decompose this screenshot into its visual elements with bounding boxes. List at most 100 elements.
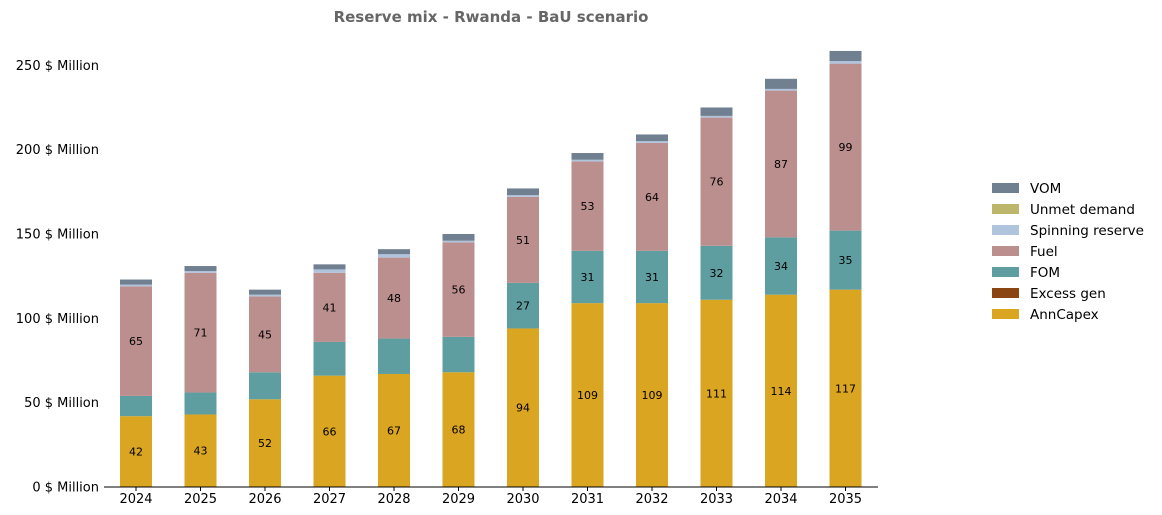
data-label: 41	[323, 301, 337, 314]
bar-stack-2030: 94 27 51	[507, 188, 539, 487]
bar-segment-fuel	[120, 286, 152, 396]
legend-swatch	[992, 246, 1019, 256]
legend-label: Fuel	[1030, 244, 1058, 260]
bar-segment-spinning-reserve	[378, 254, 410, 258]
bar-segment-anncapex	[249, 399, 281, 487]
bar-stack-2027: 66 41	[313, 264, 346, 487]
bar-segment-anncapex	[442, 372, 475, 487]
bar-segment-fuel	[184, 272, 217, 393]
legend-item: Fuel	[992, 244, 1058, 260]
data-label: 56	[452, 284, 466, 297]
bar-segment-fom	[765, 237, 797, 295]
y-tick-label: 200 $ Million	[16, 143, 99, 158]
x-tick-label: 2028	[377, 492, 410, 507]
data-label: 114	[771, 385, 792, 398]
bar-segment-spinning-reserve	[442, 240, 475, 243]
data-label: 42	[129, 446, 143, 459]
chart-title: Reserve mix - Rwanda - BaU scenario	[334, 8, 649, 26]
y-tick-label: 150 $ Million	[16, 227, 99, 242]
bar-segment-fuel	[442, 242, 475, 337]
bar-segment-spinning-reserve	[571, 159, 604, 162]
bar-segment-fuel	[507, 196, 539, 283]
legend-item: VOM	[992, 181, 1061, 197]
data-label: 111	[706, 387, 727, 400]
x-tick-label: 2035	[829, 492, 862, 507]
bar-segment-fom	[442, 336, 475, 373]
legend-label: Unmet demand	[1030, 202, 1135, 218]
legend-swatch	[992, 267, 1019, 277]
bar-segment-anncapex	[829, 289, 862, 487]
bar-segment-fom	[378, 338, 410, 374]
data-label: 109	[642, 389, 663, 402]
bar-segment-anncapex	[313, 375, 346, 487]
bar-segment-spinning-reserve	[313, 269, 346, 273]
bar-segment-fom	[313, 341, 346, 376]
data-label: 32	[710, 267, 724, 280]
data-label: 45	[258, 328, 272, 341]
bar-segment-vom	[313, 264, 346, 270]
bar-segment-vom	[184, 266, 217, 272]
bar-segment-vom	[571, 153, 604, 160]
data-label: 76	[710, 176, 724, 189]
bar-segment-spinning-reserve	[507, 195, 539, 197]
bar-stack-2032: 109 31 64	[636, 134, 668, 487]
bar-segment-vom	[249, 289, 281, 295]
legend-item: Unmet demand	[992, 202, 1135, 218]
bar-segment-vom	[829, 50, 862, 62]
x-tick-label: 2029	[442, 492, 475, 507]
bar-segment-vom	[700, 107, 733, 116]
data-label: 27	[516, 300, 530, 313]
bar-segment-fuel	[571, 161, 604, 251]
y-tick-label: 100 $ Million	[16, 312, 99, 327]
data-label: 68	[452, 424, 466, 437]
bar-segment-fuel	[765, 90, 797, 238]
y-tick-label: 50 $ Million	[24, 396, 99, 411]
x-tick-label: 2025	[184, 492, 217, 507]
bar-stack-2025: 43 71	[184, 266, 217, 487]
y-tick-label: 0 $ Million	[32, 481, 99, 496]
data-label: 52	[258, 437, 272, 450]
x-tick-label: 2033	[700, 492, 733, 507]
bar-stack-2024: 42 65	[120, 279, 152, 487]
bar-segment-fom	[700, 245, 733, 300]
bar-segment-vom	[765, 78, 797, 89]
data-label: 31	[581, 271, 595, 284]
bar-segment-spinning-reserve	[120, 284, 152, 287]
bar-segment-fom	[249, 372, 281, 400]
bar-segment-fom	[184, 392, 217, 415]
data-label: 67	[387, 424, 401, 437]
bar-segment-vom	[636, 134, 668, 142]
bar-segment-spinning-reserve	[184, 271, 217, 273]
bar-segment-anncapex	[507, 328, 539, 487]
legend-swatch	[992, 225, 1019, 235]
x-tick-label: 2034	[764, 492, 797, 507]
legend-item: Excess gen	[992, 286, 1106, 302]
bar-segment-fom	[636, 250, 668, 304]
bar-segment-fom	[507, 282, 539, 329]
data-label: 31	[645, 271, 659, 284]
bar-segment-spinning-reserve	[700, 115, 733, 118]
data-label: 71	[194, 327, 208, 340]
bar-segment-spinning-reserve	[829, 61, 862, 64]
data-label: 35	[839, 254, 853, 267]
x-axis: 2024 2025 2026 2027 2028 2029 2030 2031 2032 2033…	[104, 486, 878, 507]
bar-segment-vom	[507, 188, 539, 196]
data-label: 66	[323, 425, 337, 438]
bar-segment-fom	[571, 250, 604, 304]
data-label: 65	[129, 335, 143, 348]
legend-item: AnnCapex	[992, 307, 1099, 323]
bar-segment-anncapex	[765, 294, 797, 487]
bar-segment-spinning-reserve	[636, 141, 668, 143]
legend-swatch	[992, 309, 1019, 319]
bar-segment-fuel	[700, 117, 733, 246]
x-tick-label: 2024	[119, 492, 152, 507]
data-label: 99	[839, 141, 853, 154]
legend-label: Spinning reserve	[1030, 223, 1144, 239]
legend-label: AnnCapex	[1030, 307, 1099, 323]
bar-segment-fom	[120, 395, 152, 417]
bar-segment-anncapex	[700, 299, 733, 487]
bar-segment-fom	[829, 230, 862, 290]
x-tick-label: 2026	[248, 492, 281, 507]
bar-stack-2034: 114 34 87	[765, 78, 797, 487]
